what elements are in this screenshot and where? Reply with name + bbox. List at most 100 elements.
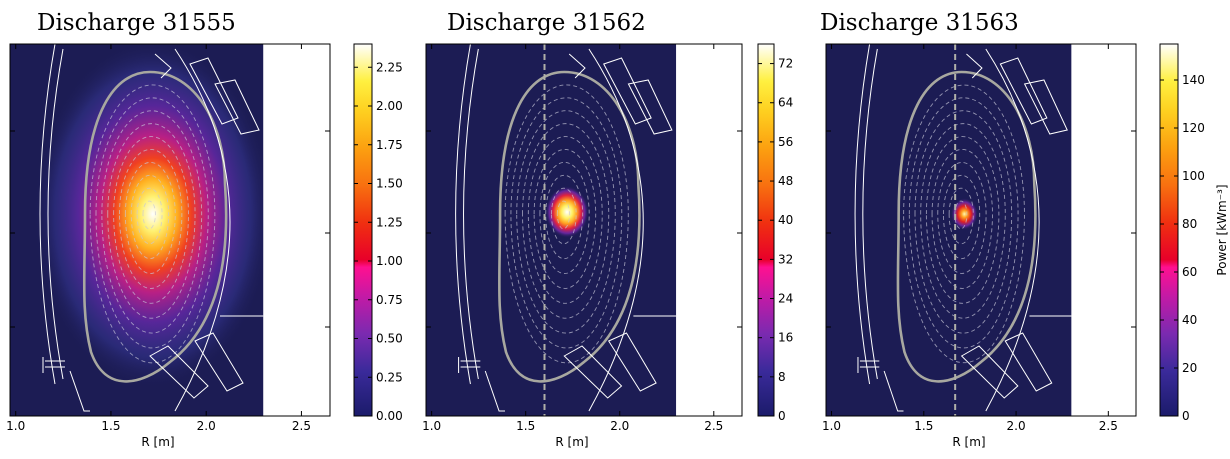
x-tick-label: 2.5 xyxy=(704,419,723,433)
colorbar-tick-label: 120 xyxy=(1182,121,1205,135)
emission-glow xyxy=(32,44,264,389)
flux-contour xyxy=(89,84,216,364)
inner-wall xyxy=(455,44,471,385)
axes-frame xyxy=(425,43,743,417)
lower-baffle-2 xyxy=(1004,332,1053,392)
axes-frame xyxy=(9,43,331,417)
upper-baffle-2 xyxy=(627,79,673,135)
flux-contour xyxy=(925,136,1000,304)
colorbar-tick-label: 40 xyxy=(778,213,793,227)
flux-contour xyxy=(937,161,987,274)
upper-baffle-2 xyxy=(1023,79,1068,135)
flux-contour xyxy=(522,123,610,319)
colorbar-tick-label: 2.25 xyxy=(376,60,403,74)
flux-contour xyxy=(914,110,1013,334)
panel-title: Discharge 31562 xyxy=(447,10,646,36)
colorbar-tick-label: 80 xyxy=(1182,217,1197,231)
lower-baffle xyxy=(960,345,1019,399)
outer-wall xyxy=(174,48,231,412)
flux-contour xyxy=(954,200,968,230)
inner-wall-2 xyxy=(47,48,64,380)
x-axis-label: R [m] xyxy=(141,435,174,449)
x-tick-label: 1.5 xyxy=(516,419,535,433)
colorbar-tick-label: 24 xyxy=(778,292,793,306)
flux-contour xyxy=(533,149,597,289)
upper-tile xyxy=(154,53,172,79)
colorbar-tick-label: 1.25 xyxy=(376,215,403,229)
lower-inner-tile xyxy=(484,370,505,412)
x-axis-label: R [m] xyxy=(555,435,588,449)
port-marker xyxy=(42,357,65,373)
colorbar-tick-label: 64 xyxy=(778,96,793,110)
lower-inner-tile xyxy=(883,370,904,412)
colorbar-tick-label: 140 xyxy=(1182,73,1205,87)
flux-contour xyxy=(545,174,584,260)
lower-baffle xyxy=(563,345,623,399)
lower-baffle xyxy=(149,345,209,399)
colorbar-tick-label: 0 xyxy=(778,409,786,423)
flux-contour xyxy=(908,98,1019,348)
plasma-background xyxy=(826,44,1072,416)
flux-contour xyxy=(539,162,590,274)
upper-tile xyxy=(966,53,983,79)
colorbar-tick-label: 1.00 xyxy=(376,254,403,268)
colorbar-tick-label: 2.00 xyxy=(376,99,403,113)
flux-contour xyxy=(903,84,1025,364)
flux-contour xyxy=(527,136,603,304)
heatmap-image xyxy=(826,44,1072,416)
plasma-background xyxy=(426,44,677,416)
panel-title: Discharge 31563 xyxy=(820,10,1019,36)
colorbar-tick-label: 20 xyxy=(1182,361,1197,375)
colorbar-tick-label: 0 xyxy=(1182,409,1190,423)
x-tick-label: 1.0 xyxy=(422,419,441,433)
x-tick-label: 1.5 xyxy=(101,419,120,433)
colorbar-label: Power [kWm⁻³] xyxy=(1215,184,1229,275)
colorbar-tick-label: 40 xyxy=(1182,313,1197,327)
flux-contour xyxy=(551,187,577,244)
flux-contour xyxy=(942,174,981,260)
colorbar-tick-label: 0.50 xyxy=(376,332,403,346)
colorbar-tick-label: 60 xyxy=(1182,265,1197,279)
colorbar-tick-label: 48 xyxy=(778,174,793,188)
x-tick-label: 2.0 xyxy=(197,419,216,433)
panel-2: Discharge 31562 1.0 1.5 2.0 2.5 R [m] 0 8 16 24 32… xyxy=(422,10,793,449)
outer-wall xyxy=(985,48,1040,412)
emission-glow xyxy=(545,186,589,238)
colorbar-tick-label: 16 xyxy=(778,331,793,345)
colorbar xyxy=(757,43,775,417)
x-tick-label: 1.0 xyxy=(822,419,841,433)
colorbar xyxy=(1159,43,1179,417)
x-tick-label: 2.0 xyxy=(1007,419,1026,433)
separatrix xyxy=(82,70,228,383)
colorbar-tick-label: 0.00 xyxy=(376,409,403,423)
colorbar-tick-label: 56 xyxy=(778,135,793,149)
flux-contour xyxy=(556,200,571,230)
lower-baffle-2 xyxy=(607,332,657,392)
lower-baffle-2 xyxy=(194,332,244,392)
x-tick-label: 1.0 xyxy=(6,419,25,433)
inner-wall xyxy=(39,44,56,385)
emission-glow xyxy=(950,198,978,230)
panel-1: Discharge 31555 1.0 1.5 2.0 2.5 R [m] 0.00 0.25… xyxy=(6,10,403,449)
flux-contour xyxy=(119,149,183,289)
flux-contour xyxy=(931,149,993,289)
port-marker xyxy=(857,357,880,373)
colorbar-tick-label: 72 xyxy=(778,57,793,71)
heatmap-image xyxy=(426,44,677,416)
inner-wall xyxy=(854,44,871,385)
upper-baffle xyxy=(999,57,1048,125)
flux-contour xyxy=(95,97,209,349)
x-tick-label: 2.5 xyxy=(1099,419,1118,433)
flux-contour xyxy=(113,136,189,304)
panel-title: Discharge 31555 xyxy=(37,10,236,36)
x-tick-label: 1.5 xyxy=(914,419,933,433)
axes-frame xyxy=(825,43,1137,417)
flux-contour xyxy=(516,110,616,334)
panel-3: Discharge 31563 1.0 1.5 2.0 2.5 R [m] 0 20 40 60 8… xyxy=(820,10,1229,449)
separatrix xyxy=(497,70,641,383)
colorbar xyxy=(353,43,373,417)
flux-contour xyxy=(948,187,974,245)
flux-contour xyxy=(142,200,156,230)
